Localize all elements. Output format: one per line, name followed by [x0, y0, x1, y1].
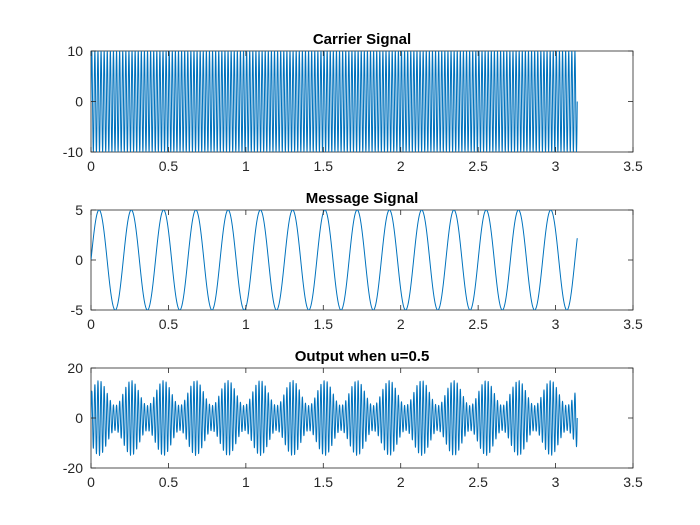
message-x-tick-label: 3.5 — [623, 316, 643, 332]
carrier-x-tick-label: 1 — [242, 158, 250, 174]
carrier-x-tick-label: 1.5 — [314, 158, 334, 174]
output-x-tick-label: 1.5 — [314, 474, 334, 490]
message-x-tick-label: 1 — [242, 316, 250, 332]
carrier-x-tick-label: 0.5 — [159, 158, 179, 174]
output-x-tick-label: 3.5 — [623, 474, 643, 490]
output-x-tick-label: 1 — [242, 474, 250, 490]
carrier-title: Carrier Signal — [313, 31, 411, 48]
output-title: Output when u=0.5 — [295, 348, 430, 365]
carrier-y-tick-label: 0 — [75, 94, 83, 110]
message-plot-area — [90, 209, 634, 311]
output-series-line — [91, 380, 578, 456]
message-x-tick-label: 0 — [87, 316, 95, 332]
message-x-tick-label: 2.5 — [468, 316, 488, 332]
output-x-tick-label: 0 — [87, 474, 95, 490]
message-y-tick-label: 0 — [75, 252, 83, 268]
output-x-tick-label: 2 — [397, 474, 405, 490]
message-y-tick-label: 5 — [75, 202, 83, 218]
message-y-tick-label: -5 — [71, 302, 84, 318]
carrier-x-tick-label: 0 — [87, 158, 95, 174]
output-x-tick-label: 2.5 — [468, 474, 488, 490]
message-title: Message Signal — [306, 190, 419, 207]
carrier-x-tick-label: 3 — [552, 158, 560, 174]
message-x-tick-label: 0.5 — [159, 316, 179, 332]
message-series-line — [91, 210, 578, 310]
message-x-tick-label: 3 — [552, 316, 560, 332]
carrier-x-tick-label: 2.5 — [468, 158, 488, 174]
carrier-y-tick-label: 10 — [67, 43, 83, 59]
message-x-tick-label: 1.5 — [314, 316, 334, 332]
carrier-y-tick-label: -10 — [63, 144, 83, 160]
output-x-tick-label: 0.5 — [159, 474, 179, 490]
message-x-tick-label: 2 — [397, 316, 405, 332]
output-y-tick-label: -20 — [63, 460, 83, 476]
output-y-tick-label: 20 — [67, 360, 83, 376]
carrier-series-line — [91, 51, 578, 152]
output-x-tick-label: 3 — [552, 474, 560, 490]
carrier-x-tick-label: 3.5 — [623, 158, 643, 174]
carrier-x-tick-label: 2 — [397, 158, 405, 174]
output-y-tick-label: 0 — [75, 410, 83, 426]
